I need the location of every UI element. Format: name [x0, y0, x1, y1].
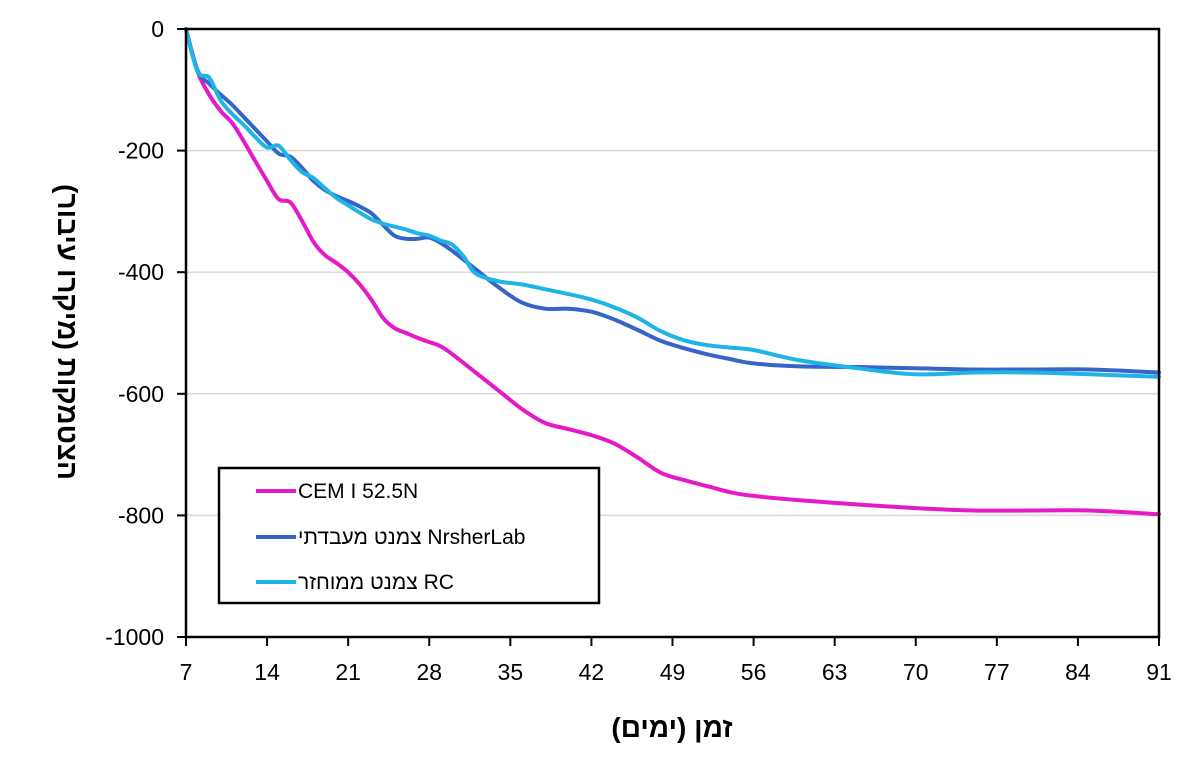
y-tick-label: -1000: [105, 624, 164, 650]
y-tick-label: -600: [118, 381, 164, 407]
x-tick-label: 42: [579, 659, 605, 685]
x-tick-label: 63: [822, 659, 848, 685]
x-tick-label: 56: [741, 659, 767, 685]
x-tick-label: 70: [903, 659, 929, 685]
legend-entry-lab-cement-label: צמנט מעבדתי NrsherLab: [298, 526, 525, 549]
series-line-cem: [184, 27, 1161, 517]
series-lines: [184, 27, 1161, 517]
x-axis-title: זמן (ימים): [611, 712, 732, 743]
x-tick-label: 21: [335, 659, 361, 685]
series-line-recycled-cement: [184, 27, 1161, 379]
y-tick-label: -800: [118, 502, 164, 528]
y-tick-labels: 0 -200 -400 -600 -800 -1000: [105, 16, 164, 650]
y-tick-label: -200: [118, 138, 164, 164]
x-tick-labels: 7 14 21 28 35 42 49 56 63 70 77 84 91: [180, 659, 1172, 685]
y-tick-label: 0: [151, 16, 164, 42]
x-tick-label: 28: [416, 659, 442, 685]
x-tick-label: 84: [1065, 659, 1091, 685]
x-tick-label: 49: [660, 659, 686, 685]
y-tick-label: -400: [118, 259, 164, 285]
legend-entry-recycled-cement-label: צמנט ממוחזר RC: [298, 571, 454, 594]
x-tick-label: 14: [254, 659, 280, 685]
x-tick-label: 35: [498, 659, 524, 685]
x-tick-label: 91: [1146, 659, 1172, 685]
x-tick-label: 7: [180, 659, 193, 685]
legend: CEM I 52.5N צמנט מעבדתי NrsherLab צמנט ממו…: [217, 466, 601, 605]
axis-ticks: [177, 28, 1160, 646]
x-tick-label: 77: [984, 659, 1010, 685]
legend-entry-cem-label: CEM I 52.5N: [298, 480, 418, 503]
y-axis-title: הצטמקות (מיקרו עיבור): [52, 184, 83, 480]
